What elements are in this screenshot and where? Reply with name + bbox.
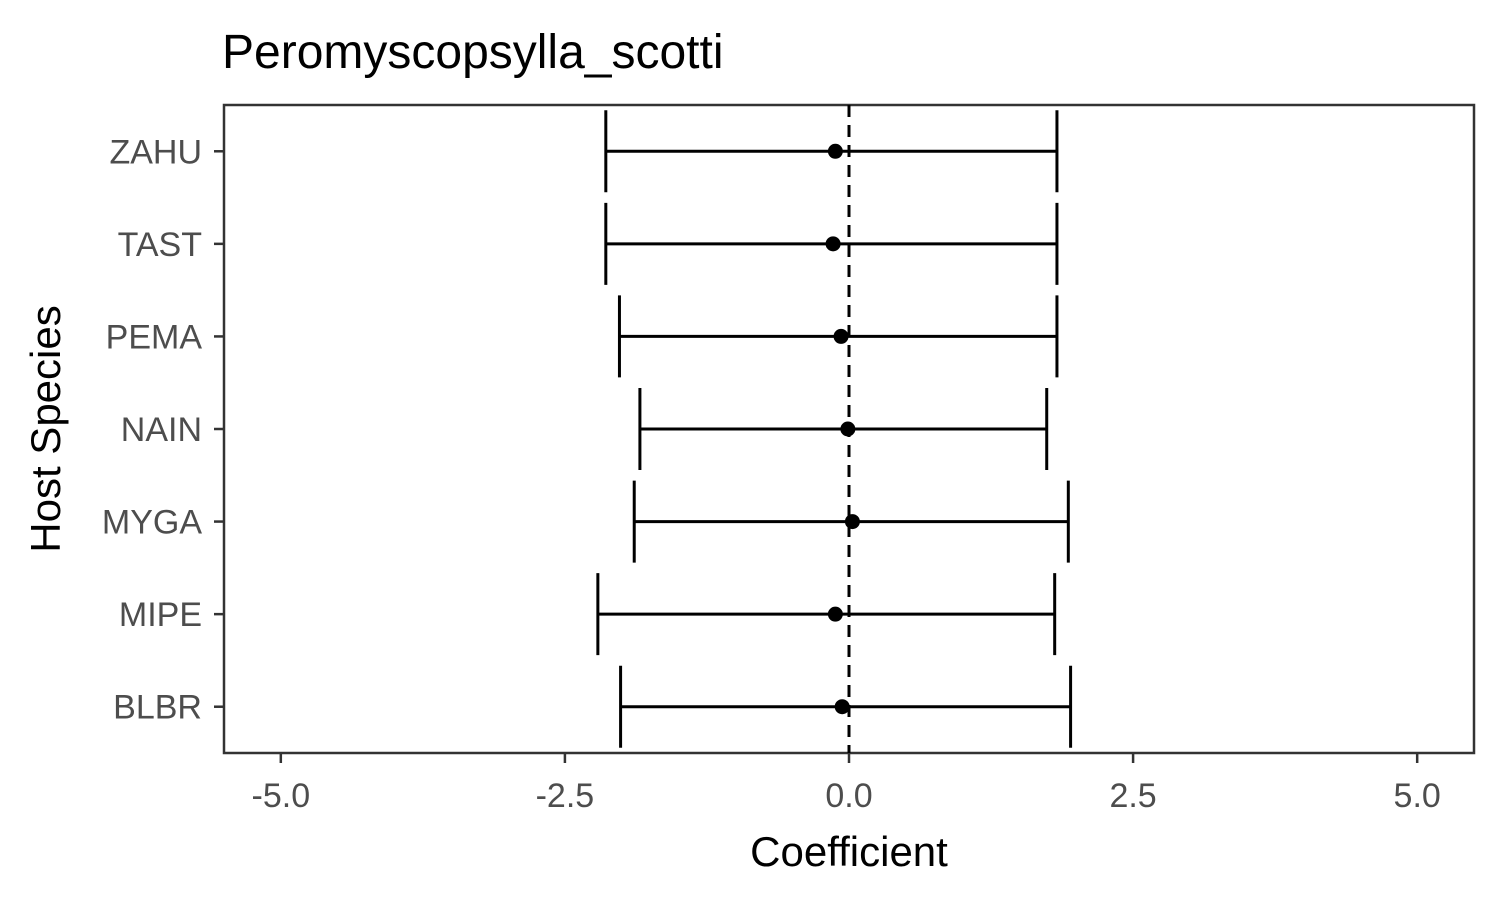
- point-myga: [844, 514, 860, 530]
- y-tick-label-myga: MYGA: [102, 504, 202, 542]
- point-mipe: [827, 606, 843, 622]
- x-tick-label: -2.5: [536, 777, 595, 815]
- point-blbr: [834, 699, 850, 715]
- errorbar-layer: [596, 110, 1073, 748]
- y-tick-label-nain: NAIN: [121, 411, 202, 449]
- x-tick-label: 5.0: [1394, 777, 1441, 815]
- x-axis-title: Coefficient: [750, 828, 948, 875]
- point-zahu: [827, 143, 843, 159]
- y-axis-title: Host Species: [22, 305, 69, 552]
- y-tick-label-blbr: BLBR: [113, 689, 202, 727]
- y-tick-label-mipe: MIPE: [119, 596, 202, 634]
- y-tick-label-pema: PEMA: [106, 318, 203, 356]
- x-tick-label: -5.0: [252, 777, 311, 815]
- point-pema: [833, 328, 849, 344]
- chart-title: Peromyscopsylla_scotti: [222, 26, 724, 79]
- y-axis: BLBR MIPE MYGA NAIN PEMA TAST ZAHU: [102, 133, 224, 727]
- y-tick-label-zahu: ZAHU: [109, 133, 202, 171]
- y-tick-label-tast: TAST: [118, 226, 202, 264]
- x-tick-label: 0.0: [825, 777, 872, 815]
- x-axis: -5.0 -2.5 0.0 2.5 5.0: [252, 753, 1441, 815]
- errorbar-mipe: [596, 573, 1057, 656]
- x-tick-label: 2.5: [1109, 777, 1156, 815]
- point-nain: [840, 421, 856, 437]
- point-tast: [825, 236, 841, 252]
- point-layer: [825, 143, 860, 715]
